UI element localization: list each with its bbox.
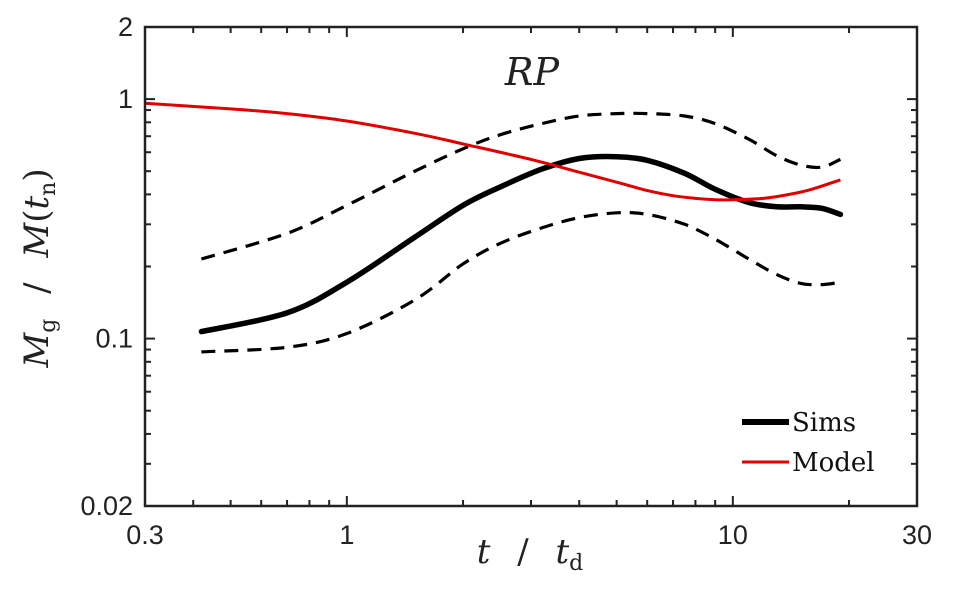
y-axis-label-den-open: ( <box>17 210 57 223</box>
x-tick-label: 30 <box>902 520 932 550</box>
x-tick-label: 1 <box>339 520 354 550</box>
y-axis-label-den: M <box>17 222 57 259</box>
series-sims-lower-dashed <box>201 210 841 354</box>
y-axis-label-den-close: ) <box>17 168 57 181</box>
x-axis-label-var: t <box>477 532 491 572</box>
x-tick-label: 0.3 <box>126 520 164 550</box>
plot-frame <box>143 25 919 508</box>
legend: Sims Model <box>742 408 875 478</box>
plot-series <box>144 101 844 354</box>
chart-title: RP <box>504 50 561 94</box>
y-axis-label-sep: / <box>17 282 57 294</box>
y-axis-label: Mg / M(tn) <box>17 168 64 368</box>
x-axis-label-sep: / <box>517 532 529 572</box>
x-axis-label-den-sub: d <box>569 551 583 576</box>
y-axis-label-den-arg: t <box>17 196 57 210</box>
y-axis-label-num-sub: g <box>36 319 61 333</box>
legend-label-model: Model <box>792 448 875 478</box>
y-tick-label: 0.02 <box>80 491 133 521</box>
axis-tick-labels: 0.3 1 10 30 0.02 0.1 1 2 <box>80 12 932 550</box>
y-tick-label: 1 <box>118 84 133 114</box>
y-tick-label: 2 <box>118 12 133 42</box>
series-model-line <box>144 101 841 202</box>
series-sims-upper-dashed <box>200 111 842 261</box>
y-axis-label-num: M <box>17 332 57 369</box>
series-sims-line <box>198 153 844 335</box>
x-axis-label: t / td <box>477 532 584 576</box>
x-tick-label: 10 <box>718 520 748 550</box>
y-axis-label-den-arg-sub: n <box>36 182 61 196</box>
legend-label-sims: Sims <box>792 408 856 438</box>
x-axis-label-den: t <box>556 532 570 572</box>
y-tick-label: 0.1 <box>95 324 133 354</box>
